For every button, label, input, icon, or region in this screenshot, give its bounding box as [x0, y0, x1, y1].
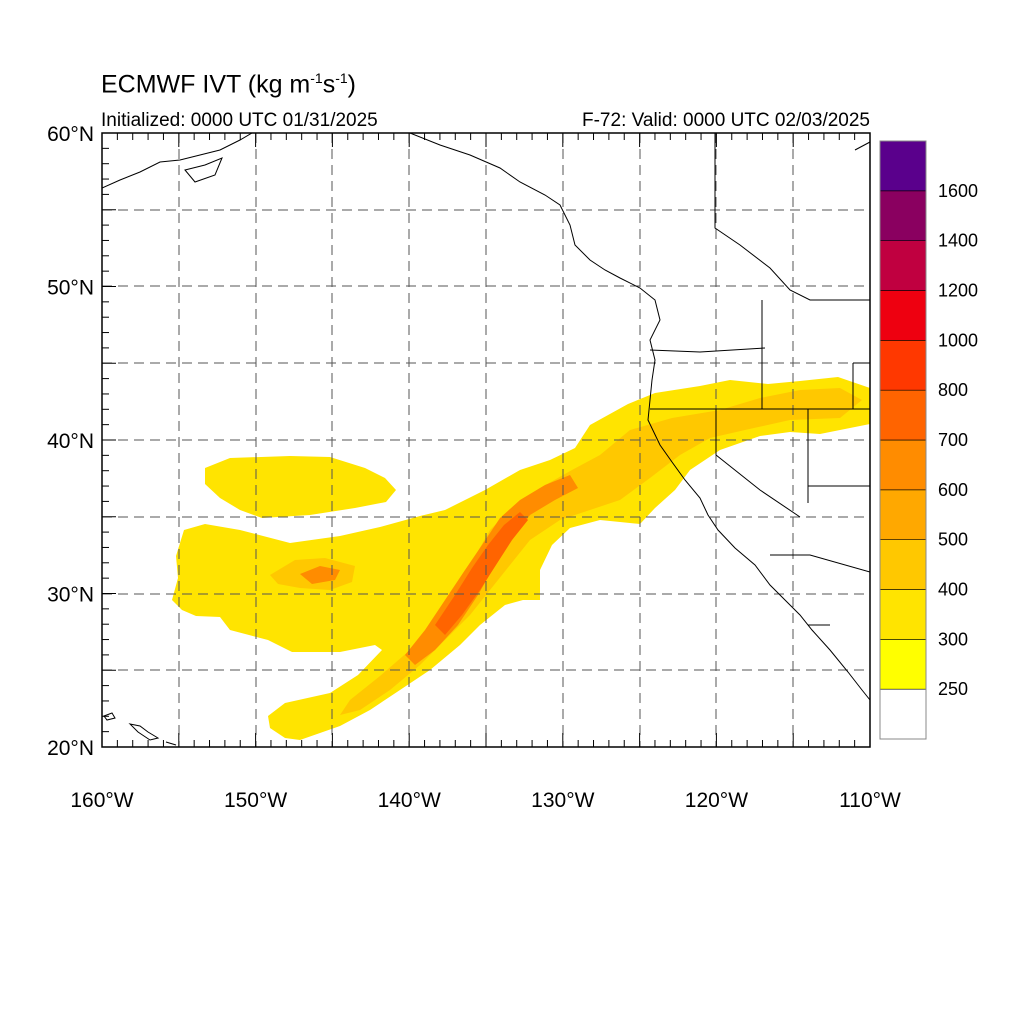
colorbar-swatch	[879, 389, 927, 441]
axis-ticks	[101, 132, 871, 748]
map-title: ECMWF IVT (kg m-1s-1)	[101, 70, 356, 99]
colorbar-below-swatch	[879, 688, 927, 740]
lat-tick-label: 50°N	[47, 277, 94, 300]
lon-tick-label: 120°W	[685, 789, 748, 812]
lat-tick-label: 20°N	[47, 737, 94, 760]
coastline	[102, 133, 870, 746]
lat-tick-label: 40°N	[47, 430, 94, 453]
lon-tick-label: 130°W	[531, 789, 594, 812]
lon-tick-label: 160°W	[70, 789, 133, 812]
colorbar-border	[879, 140, 927, 740]
lat-labels: 20°N 30°N 40°N 50°N 60°N	[47, 123, 94, 760]
ivt-plume-250	[172, 377, 870, 740]
colorbar-swatch	[879, 439, 927, 491]
colorbar-label: 400	[938, 580, 968, 600]
ivt-west-600	[300, 566, 340, 584]
colorbar-label: 250	[938, 679, 968, 699]
colorbar-swatch	[879, 190, 927, 241]
colorbar: 250 300 400 500 600 700 800 1000 1200 1400 1600	[879, 140, 978, 740]
colorbar-swatch	[879, 539, 927, 590]
ivt-core-700	[435, 512, 528, 635]
lon-tick-label: 150°W	[224, 789, 287, 812]
lon-tick-label: 110°W	[839, 789, 901, 812]
colorbar-label: 500	[938, 530, 968, 550]
ivt-plume-400	[340, 388, 862, 715]
colorbar-label: 800	[938, 380, 968, 400]
political-borders	[649, 300, 870, 626]
lat-tick-label: 60°N	[47, 123, 94, 146]
lat-tick-label: 30°N	[47, 584, 94, 607]
lon-tick-label: 140°W	[378, 789, 441, 812]
lon-labels: 160°W 150°W 140°W 130°W 120°W 110°W	[70, 789, 901, 812]
colorbar-swatch	[879, 240, 927, 291]
map-grid	[102, 133, 870, 747]
colorbar-swatch	[879, 589, 927, 640]
colorbar-label: 1400	[938, 231, 978, 251]
colorbar-label: 300	[938, 629, 968, 649]
colorbar-swatch	[879, 140, 927, 192]
colorbar-label: 1600	[938, 181, 978, 201]
colorbar-swatch	[879, 340, 927, 391]
ivt-blob-250	[205, 456, 396, 518]
colorbar-swatch	[879, 639, 927, 690]
colorbar-swatch	[879, 489, 927, 540]
colorbar-label: 700	[938, 430, 968, 450]
colorbar-label: 1200	[938, 281, 978, 301]
colorbar-label: 1000	[938, 330, 978, 350]
valid-time: F-72: Valid: 0000 UTC 02/03/2025	[582, 110, 870, 131]
colorbar-swatch	[879, 290, 927, 341]
colorbar-label: 600	[938, 480, 968, 500]
init-time: Initialized: 0000 UTC 01/31/2025	[101, 110, 378, 131]
